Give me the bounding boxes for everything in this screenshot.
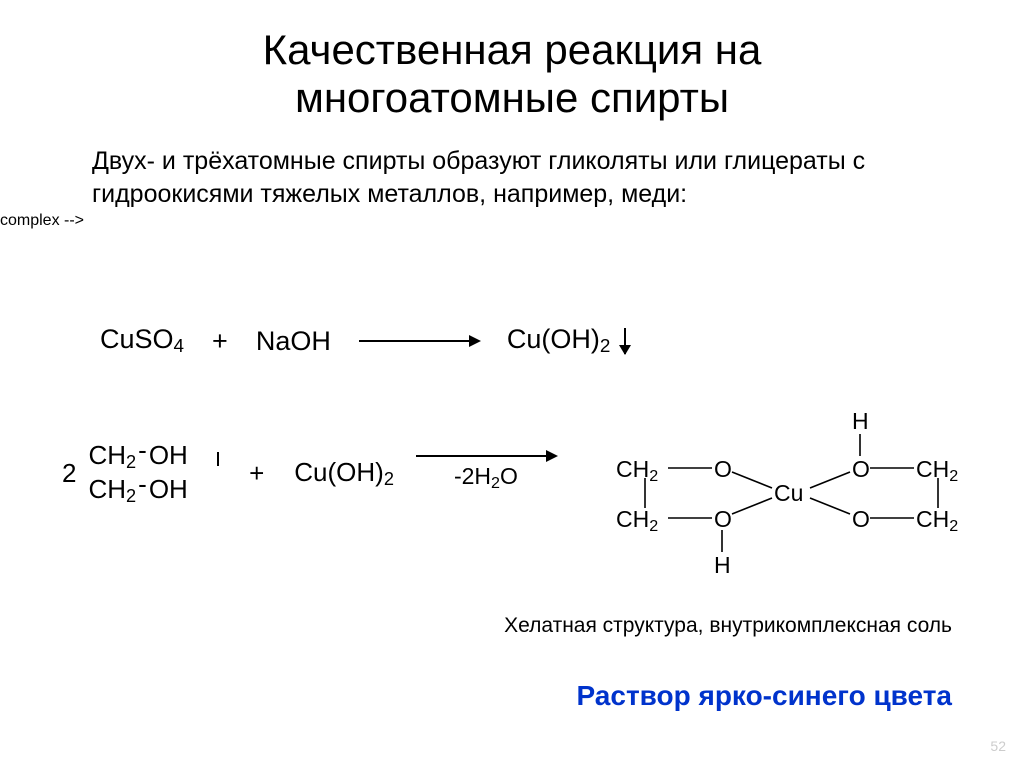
page-number: 52: [990, 738, 1006, 754]
complex-h-top: H: [852, 408, 869, 435]
complex-ch2-tr: CH2: [916, 456, 958, 486]
complex-o-bl: O: [714, 506, 732, 533]
ch-sub: 2: [649, 517, 658, 535]
glycol-ch-top: CH: [88, 440, 126, 470]
glycol-top-row: CH2-OH: [88, 440, 195, 470]
complex-cu: Cu: [774, 480, 803, 507]
eq1-cuoh-sub: 2: [600, 336, 611, 357]
complex-ch2-br: CH2: [916, 506, 958, 536]
complex-ch2-bl: CH2: [616, 506, 658, 536]
eq1-reagent-1: CuSO4: [100, 324, 184, 358]
ch-txt: CH: [616, 506, 649, 532]
eq1-cuso: CuSO: [100, 324, 174, 354]
glycol-bottom-row: CH2-OH: [88, 474, 219, 508]
title-line-2: многоатомные спирты: [295, 74, 729, 121]
equation-2: 2 CH2-OH CH2-OH + Cu(OH)2 -2H2O: [62, 440, 578, 508]
reaction-arrow-icon: [359, 340, 479, 342]
complex-o-tr: O: [852, 456, 870, 483]
eq2-cuoh-sub: 2: [384, 469, 394, 489]
title-line-1: Качественная реакция на: [263, 26, 762, 73]
complex-h-bot: H: [714, 552, 731, 579]
glycol-oh-top: OH: [149, 440, 188, 470]
glycol-structure: CH2-OH CH2-OH: [88, 440, 219, 508]
eq2-under-arrow: -2H2O: [454, 463, 518, 493]
bond-vertical-icon: [217, 452, 219, 466]
eq2-plus: +: [249, 458, 264, 489]
ch-sub: 2: [949, 517, 958, 535]
complex-o-br: O: [852, 506, 870, 533]
glycol-oh-bot: OH: [149, 474, 188, 504]
eq1-cuso-sub: 4: [174, 336, 185, 357]
ch-txt: CH: [916, 456, 949, 482]
glycol-hyphen-top: -: [138, 435, 147, 465]
slide-title: Качественная реакция на многоатомные спи…: [0, 0, 1024, 123]
eq2-coefficient: 2: [62, 458, 76, 489]
glycol-ch-bot-sub: 2: [126, 486, 136, 506]
complex-o-tl: O: [714, 456, 732, 483]
glycol-ch-top-sub: 2: [126, 452, 136, 472]
eq1-reagent-2: NaOH: [256, 326, 331, 357]
intro-paragraph: Двух- и трёхатомные спирты образуют глик…: [0, 123, 1024, 213]
eq1-cuoh: Cu(OH): [507, 324, 600, 354]
ch-sub: 2: [949, 467, 958, 485]
complex-ch2-tl: CH2: [616, 456, 658, 486]
reaction-arrow-2-icon: [416, 455, 556, 457]
result-text: Раствор ярко-синего цвета: [577, 680, 953, 712]
eq2-reagent: Cu(OH)2: [294, 457, 394, 490]
glycol-hyphen-bot: -: [138, 469, 147, 499]
glycol-ch-bot: CH: [88, 474, 126, 504]
eq2-water-o: O: [500, 463, 518, 489]
eq2-cuoh-text: Cu(OH): [294, 457, 384, 487]
precipitate-arrow-icon: [624, 328, 626, 354]
eq2-arrow-group: -2H2O: [416, 455, 556, 493]
copper-complex-structure: CH2 CH2 O O Cu O O CH2 CH2 H H: [612, 386, 972, 596]
eq2-water-loss: -2H: [454, 463, 491, 489]
ch-txt: CH: [916, 506, 949, 532]
equation-1: CuSO4 + NaOH Cu(OH)2: [100, 324, 626, 358]
eq1-plus: +: [212, 326, 228, 357]
eq1-product: Cu(OH)2: [507, 324, 626, 358]
complex-caption: Хелатная структура, внутрикомплексная со…: [504, 614, 952, 638]
ch-txt: CH: [616, 456, 649, 482]
ch-sub: 2: [649, 467, 658, 485]
eq2-water-sub: 2: [491, 474, 500, 492]
